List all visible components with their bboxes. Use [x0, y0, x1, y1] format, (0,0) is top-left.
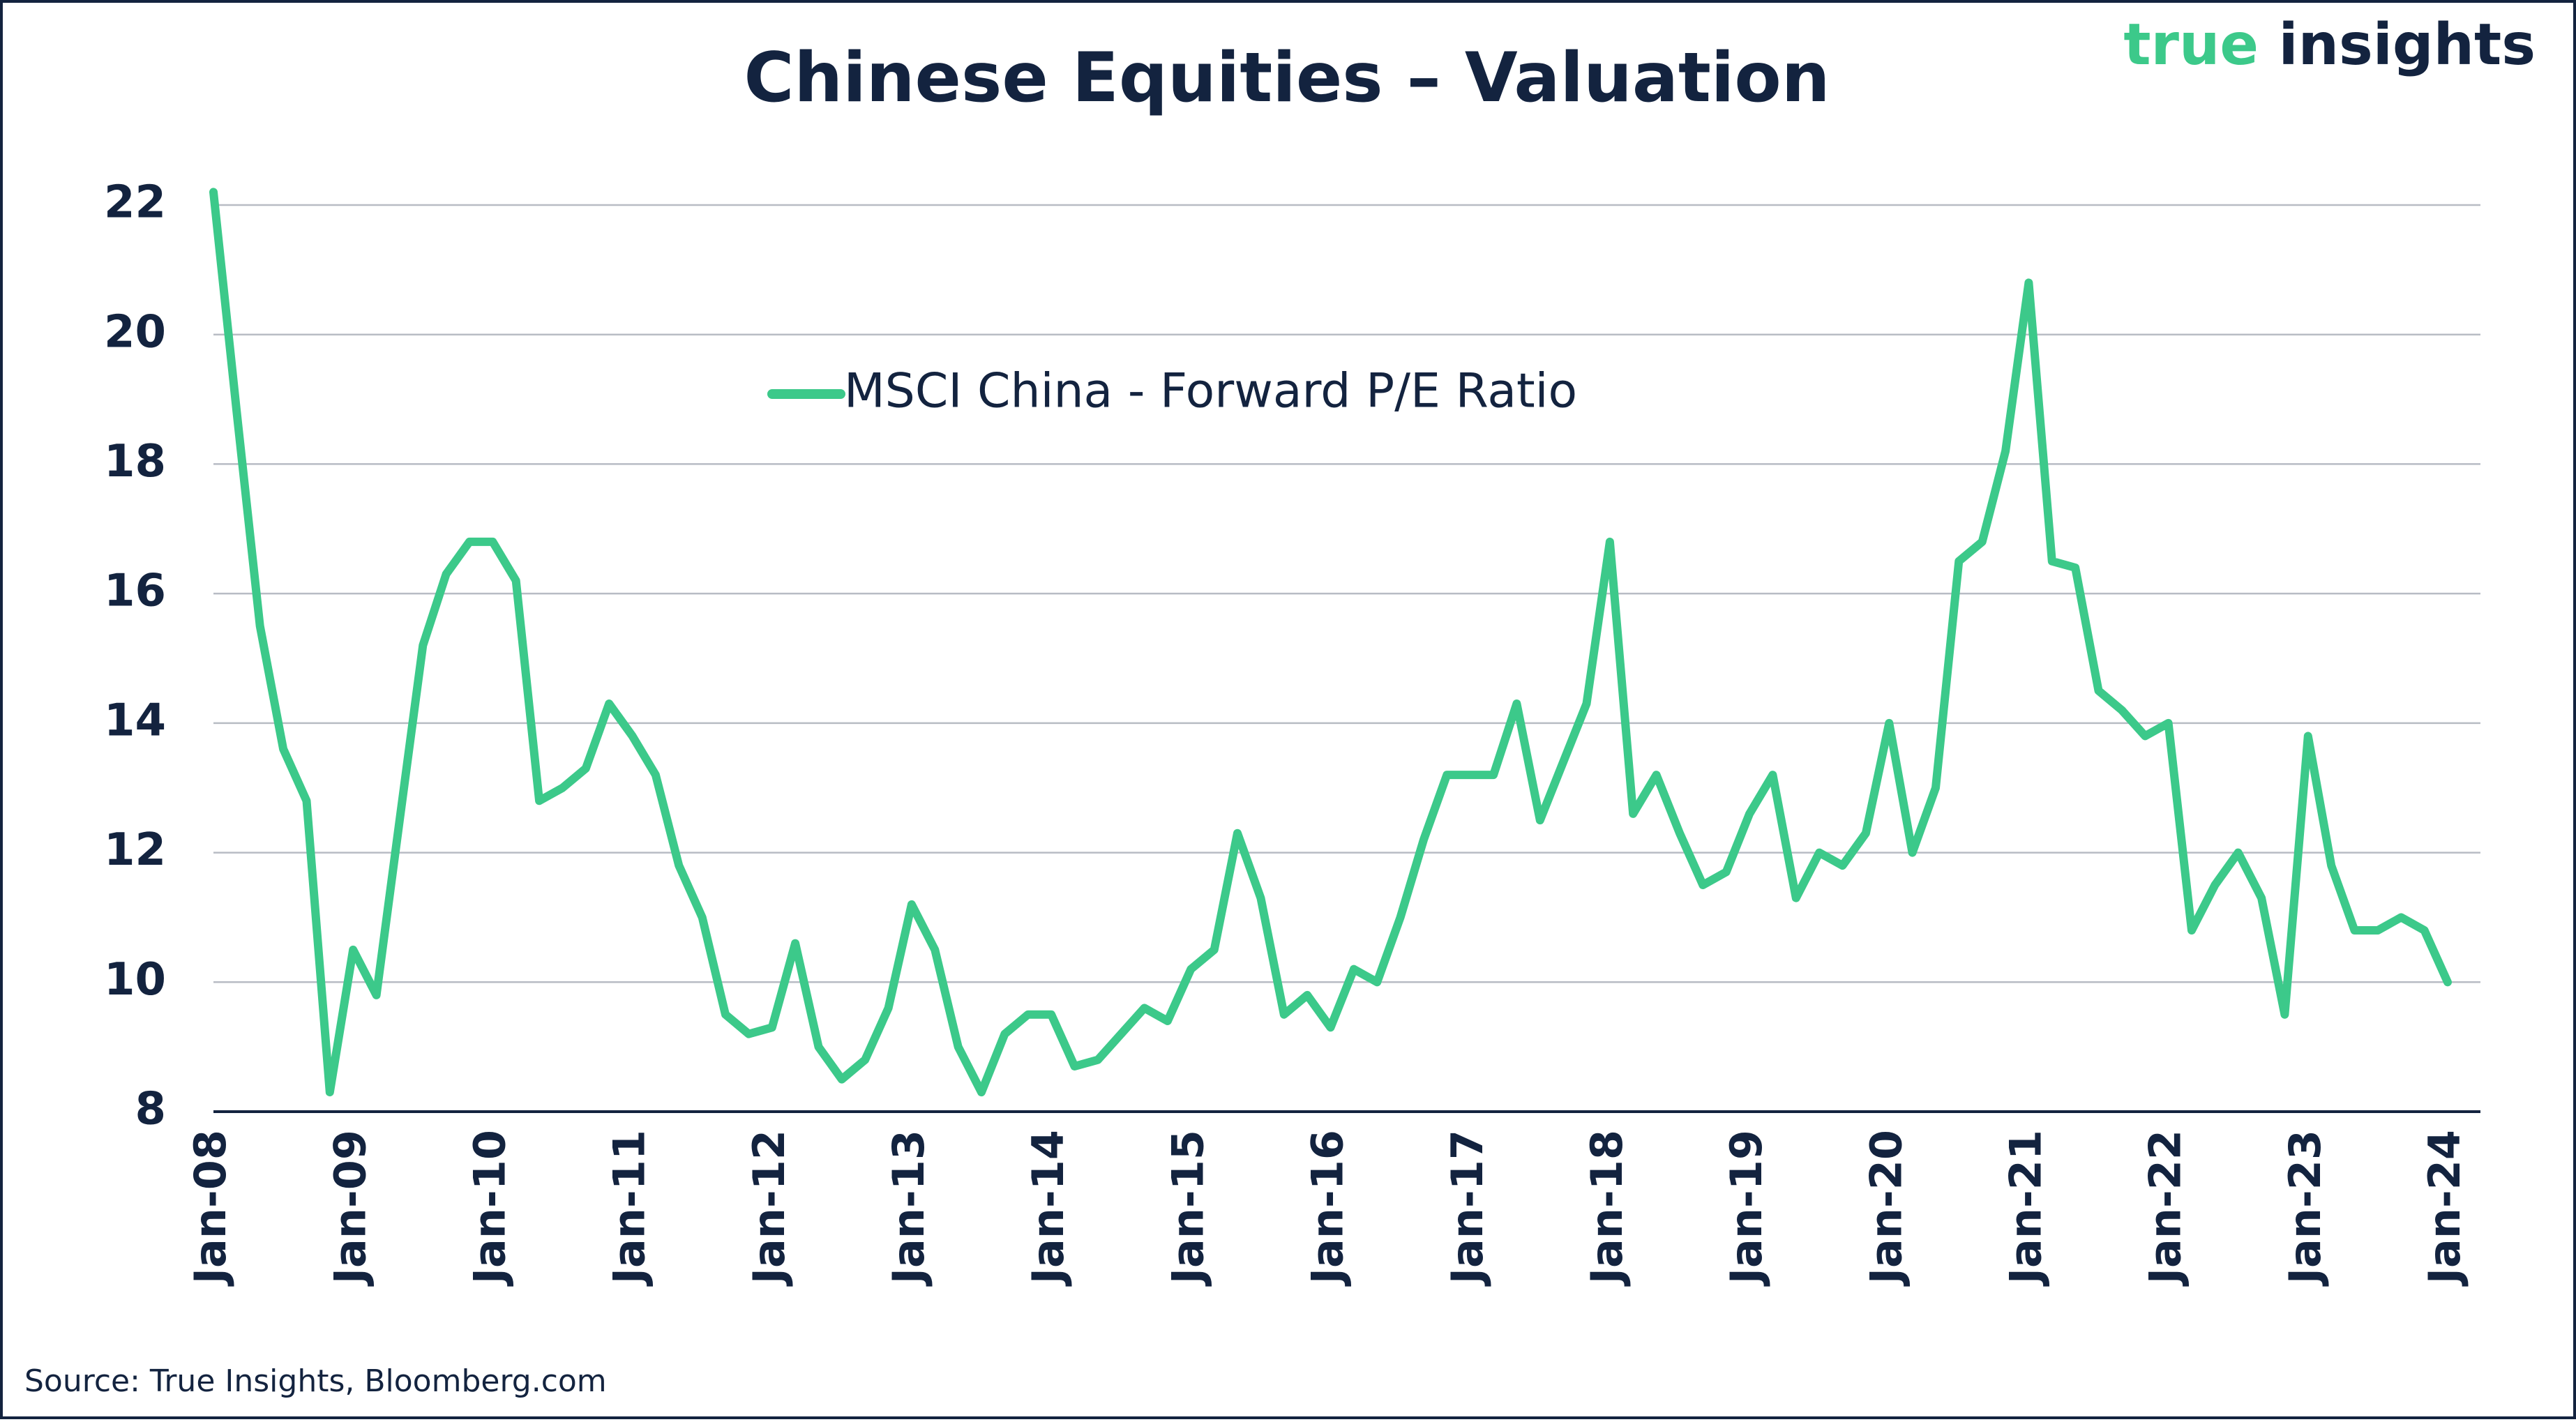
x-tick-label: Jan-17	[1442, 1130, 1493, 1287]
x-tick-label: Jan-15	[1162, 1130, 1213, 1287]
y-tick-label: 22	[104, 177, 166, 229]
x-tick-label: Jan-20	[1860, 1130, 1911, 1287]
x-tick-label: Jan-21	[2001, 1130, 2051, 1287]
source: Source: True Insights, Bloomberg.com	[24, 1363, 607, 1399]
series-line	[209, 188, 2452, 1097]
x-tick-label: Jan-22	[2140, 1130, 2191, 1287]
x-tick-label: Jan-13	[883, 1130, 934, 1287]
y-tick-label: 20	[104, 306, 166, 358]
brand-true: true	[2123, 12, 2259, 78]
x-tick-label: Jan-16	[1302, 1130, 1353, 1287]
x-tick-label: Jan-08	[185, 1130, 236, 1287]
x-tick-label: Jan-09	[324, 1130, 375, 1287]
x-tick-label: Jan-19	[1721, 1130, 1772, 1287]
y-tick-label: 8	[135, 1084, 166, 1135]
x-tick-label: Jan-11	[604, 1130, 655, 1287]
y-tick-label: 14	[104, 695, 166, 746]
brand-insights: insights	[2279, 12, 2536, 78]
x-tick-label: Jan-14	[1023, 1130, 1074, 1287]
y-tick-label: 16	[104, 566, 166, 617]
y-tick-label: 10	[104, 954, 166, 1006]
brand: true insights	[2123, 12, 2536, 78]
legend-label: MSCI China - Forward P/E Ratio	[844, 364, 1577, 419]
y-tick-label: 18	[104, 436, 166, 487]
chart-title: Chinese Equities – Valuation	[744, 38, 1830, 118]
x-tick-label: Jan-12	[744, 1130, 794, 1287]
y-tick-label: 12	[104, 824, 166, 876]
x-tick-label: Jan-23	[2280, 1130, 2330, 1287]
x-tick-label: Jan-18	[1581, 1130, 1632, 1287]
x-tick-label: Jan-10	[464, 1130, 515, 1287]
x-tick-label: Jan-24	[2419, 1130, 2470, 1287]
